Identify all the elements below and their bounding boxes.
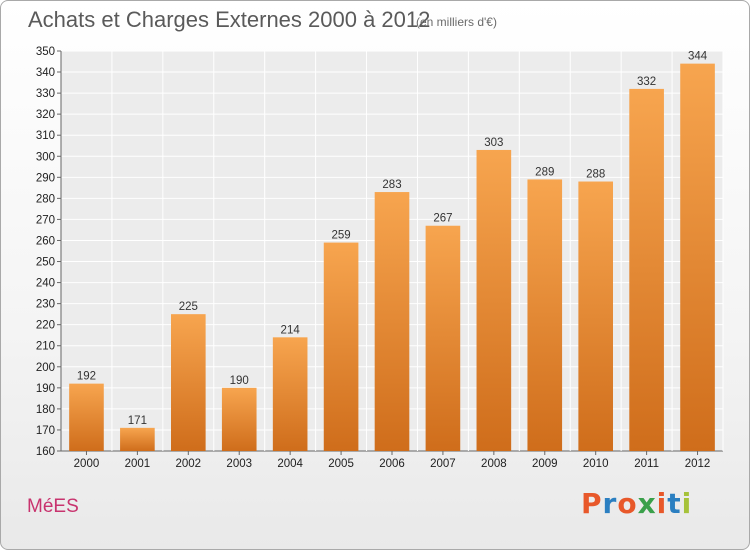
value-label-2000: 192 xyxy=(77,371,96,383)
logo-letter: i xyxy=(681,487,693,520)
y-tick-label: 230 xyxy=(36,299,55,311)
y-tick-label: 350 xyxy=(36,46,55,58)
x-tick-label-2005: 2005 xyxy=(328,458,354,470)
y-tick-label: 290 xyxy=(36,172,55,184)
y-tick-label: 310 xyxy=(36,130,55,142)
bar-2001 xyxy=(120,427,155,451)
value-label-2003: 190 xyxy=(230,375,249,387)
y-tick-label: 270 xyxy=(36,214,55,226)
logo-letter: t xyxy=(667,487,682,520)
y-tick-label: 260 xyxy=(36,235,55,247)
value-label-2011: 332 xyxy=(637,76,656,88)
value-label-2006: 283 xyxy=(382,179,401,191)
bar-2005 xyxy=(323,242,359,451)
chart-title: Achats et Charges Externes 2000 à 2012 xyxy=(28,7,431,32)
logo-letter: r xyxy=(602,487,618,520)
bar-2012 xyxy=(680,63,715,451)
logo-letter: o xyxy=(617,487,638,520)
x-tick-label-2007: 2007 xyxy=(430,458,456,470)
bar-2009 xyxy=(527,179,563,451)
y-tick-label: 160 xyxy=(36,446,55,458)
x-tick-label-2009: 2009 xyxy=(532,458,558,470)
x-tick-label-2008: 2008 xyxy=(481,458,507,470)
value-label-2007: 267 xyxy=(433,213,452,225)
x-tick-label-2004: 2004 xyxy=(277,458,303,470)
y-tick-label: 190 xyxy=(36,383,55,395)
y-tick-label: 200 xyxy=(36,362,55,374)
bar-2008 xyxy=(476,149,512,451)
bar-2011 xyxy=(629,88,664,451)
bar-2002 xyxy=(170,314,206,451)
value-label-2005: 259 xyxy=(331,230,350,242)
y-tick-label: 170 xyxy=(36,425,55,437)
x-tick-label-2000: 2000 xyxy=(74,458,100,470)
y-tick-label: 220 xyxy=(36,320,55,332)
x-tick-label-2011: 2011 xyxy=(634,458,659,470)
value-label-2012: 344 xyxy=(688,51,708,63)
proxiti-logo: Proxiti xyxy=(581,487,692,520)
value-label-2001: 171 xyxy=(128,415,147,427)
y-tick-label: 210 xyxy=(36,341,55,353)
bar-2006 xyxy=(374,192,410,452)
y-tick-label: 180 xyxy=(36,404,55,416)
logo-letter: P xyxy=(581,487,603,520)
bar-2010 xyxy=(578,181,614,452)
value-label-2008: 303 xyxy=(484,137,503,149)
bars-layer xyxy=(69,63,715,452)
value-label-2009: 289 xyxy=(535,166,554,178)
y-tick-label: 320 xyxy=(36,109,55,121)
bar-2007 xyxy=(425,225,461,451)
y-tick-label: 240 xyxy=(36,278,55,290)
x-tick-label-2010: 2010 xyxy=(583,458,609,470)
value-label-2004: 214 xyxy=(281,324,301,336)
value-label-2002: 225 xyxy=(179,301,198,313)
y-tick-label: 330 xyxy=(36,88,55,100)
chart-subtitle: (en milliers d'€) xyxy=(416,15,497,29)
commune-name: MéES xyxy=(27,496,79,517)
logo-letter: x xyxy=(637,487,657,520)
logo-letter: i xyxy=(656,487,668,520)
bar-2003 xyxy=(221,387,257,451)
x-tick-label-2002: 2002 xyxy=(176,458,202,470)
bar-2000 xyxy=(69,383,104,451)
x-tick-label-2003: 2003 xyxy=(226,458,252,470)
x-tick-label-2006: 2006 xyxy=(379,458,405,470)
y-tick-label: 250 xyxy=(36,257,55,269)
x-tick-label-2012: 2012 xyxy=(685,458,711,470)
y-tick-label: 340 xyxy=(36,67,55,79)
value-label-2010: 288 xyxy=(586,169,605,181)
y-tick-label: 280 xyxy=(36,193,55,205)
x-tick-label-2001: 2001 xyxy=(125,458,151,470)
y-tick-label: 300 xyxy=(36,151,55,163)
bar-2004 xyxy=(272,337,308,451)
labels-layer: 160 170 180 190 200 210 220 230 240 250 260 270 280 2… xyxy=(36,46,711,470)
